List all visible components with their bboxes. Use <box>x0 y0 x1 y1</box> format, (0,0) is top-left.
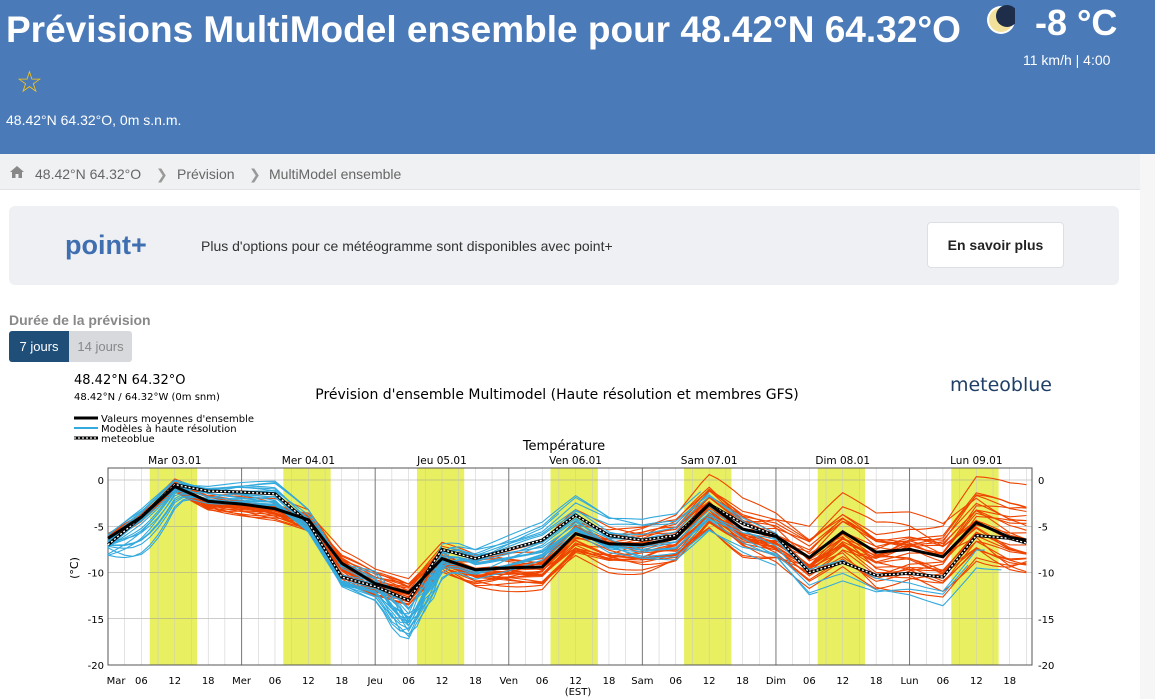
x-tick-label: 12 <box>436 676 449 687</box>
current-temperature: -8 °C <box>1035 2 1118 43</box>
scrollbar[interactable] <box>1140 154 1155 699</box>
day-label: Mer 04.01 <box>282 455 335 467</box>
y-tick-label: -5 <box>94 522 104 533</box>
home-icon[interactable] <box>10 166 24 178</box>
day-label: Jeu 05.01 <box>416 455 467 467</box>
gfs-member-line <box>107 487 1027 606</box>
x-tick-label: 18 <box>335 676 348 687</box>
day-label: Dim 08.01 <box>815 455 870 467</box>
x-tick-label: 18 <box>1003 676 1016 687</box>
page-header: Prévisions MultiModel ensemble pour 48.4… <box>0 0 1155 154</box>
x-tick-label: 06 <box>669 676 682 687</box>
daylight-band <box>283 468 331 665</box>
promo-text: Plus d'options pour ce météogramme sont … <box>201 238 613 254</box>
x-tick-label: 12 <box>836 676 849 687</box>
breadcrumb-forecast[interactable]: Prévision <box>177 166 235 182</box>
chart-sublocation: 48.42°N / 64.32°W (0m snm) <box>74 392 220 403</box>
legend-mean-label: Valeurs moyennes d'ensemble <box>101 414 254 425</box>
x-tick-label: 06 <box>536 676 549 687</box>
learn-more-button[interactable]: En savoir plus <box>927 222 1064 268</box>
tab-14-days[interactable]: 14 jours <box>69 331 132 362</box>
breadcrumb-location[interactable]: 48.42°N 64.32°O <box>35 166 142 182</box>
x-tick-label: 12 <box>569 676 582 687</box>
x-tick-label: 06 <box>803 676 816 687</box>
chart-location: 48.42°N 64.32°O <box>74 373 186 388</box>
gfs-member-line <box>107 488 1027 605</box>
meteogram-chart: 0 0 -5 -5 -10 -10 -15 -15 -20 -20 Mar 06 12 18 Mer 06 1… <box>68 373 1055 698</box>
y-tick-label: -10 <box>88 569 104 580</box>
y-tick-label-right: -10 <box>1038 569 1054 580</box>
x-tick-label: Jeu <box>366 676 382 687</box>
day-label: Ven 06.01 <box>549 455 602 467</box>
x-tick-label: 06 <box>937 676 950 687</box>
tab-7-days[interactable]: 7 jours <box>9 331 69 362</box>
gfs-member-line <box>107 485 1027 595</box>
meteoblue-logo: meteoblue <box>950 374 1052 396</box>
x-tick-label: 18 <box>202 676 215 687</box>
hires-model-line <box>107 485 985 638</box>
chevron-right-icon: ❯ <box>156 166 168 182</box>
x-tick-label: 12 <box>168 676 181 687</box>
title-text: Prévisions MultiModel ensemble pour 48.4… <box>6 9 961 50</box>
day-label: Sam 07.01 <box>681 455 738 467</box>
y-tick-label-right: 0 <box>1038 476 1044 487</box>
breadcrumb: 48.42°N 64.32°O ❯ Prévision ❯ MultiModel… <box>0 154 1140 190</box>
x-tick-label: Lun <box>901 676 919 687</box>
gfs-member-line <box>107 485 1027 600</box>
x-tick-label: Dim <box>766 676 786 687</box>
pointplus-logo: point+ <box>65 230 147 260</box>
wind-time: 11 km/h | 4:00 <box>1023 52 1111 68</box>
legend-meteoblue-label: meteoblue <box>101 434 155 445</box>
y-axis-ticks: 0 0 -5 -5 -10 -10 -15 -15 -20 -20 <box>88 476 1055 672</box>
y-tick-label-right: -5 <box>1038 522 1048 533</box>
x-tick-label: 06 <box>402 676 415 687</box>
legend-hires-label: Modèles à haute résolution <box>101 423 237 435</box>
x-axis-ticks: Mar 06 12 18 Mer 06 12 18 Jeu 06 12 18 Ven 06 12 18 Sam 0… <box>107 676 1017 687</box>
ensemble-mean-line <box>107 484 1027 595</box>
x-tick-label: 12 <box>970 676 983 687</box>
x-tick-label: 18 <box>736 676 749 687</box>
y-tick-label: 0 <box>98 476 104 487</box>
y-axis-label: (°C) <box>68 557 81 579</box>
breadcrumb-multimodel[interactable]: MultiModel ensemble <box>269 166 402 182</box>
plot-frame <box>107 467 1033 666</box>
x-tick-label: Mer <box>232 676 252 687</box>
y-tick-label: -15 <box>88 615 104 626</box>
hires-model-line <box>107 480 710 615</box>
y-tick-label: -20 <box>88 661 104 672</box>
gfs-member-line <box>107 489 1027 601</box>
day-labels: Mar 03.01 Mer 04.01 Jeu 05.01 Ven 06.01 Sam … <box>148 455 1002 467</box>
y-tick-label-right: -15 <box>1038 615 1054 626</box>
y-tick-label-right: -20 <box>1038 661 1054 672</box>
x-tick-label: 18 <box>603 676 616 687</box>
chart-title: Prévision d'ensemble Multimodel (Haute r… <box>315 387 798 403</box>
hires-model-line <box>107 499 777 635</box>
x-tick-label: Sam <box>631 676 653 687</box>
x-axis-label: (EST) <box>565 687 592 698</box>
location-coords: 48.42°N 64.32°O, 0m s.n.m. <box>6 112 182 128</box>
page-title: Prévisions MultiModel ensemble pour 48.4… <box>6 4 966 109</box>
hires-model-line <box>107 484 668 620</box>
x-tick-label: Ven <box>499 676 518 687</box>
x-tick-label: 06 <box>135 676 148 687</box>
chevron-right-icon: ❯ <box>249 166 261 182</box>
x-tick-label: Mar <box>107 676 127 687</box>
meteoblue-line-dots <box>107 483 1027 602</box>
moon-cloudy-icon <box>987 5 1015 34</box>
day-label: Mar 03.01 <box>148 455 201 467</box>
pointplus-promo: point+ Plus d'options pour ce météogramm… <box>9 206 1119 285</box>
x-tick-label: 18 <box>469 676 482 687</box>
chart-subtitle: Température <box>522 439 605 454</box>
duration-label: Durée de la prévision <box>9 312 151 328</box>
day-label: Lun 09.01 <box>950 455 1002 467</box>
x-tick-label: 12 <box>302 676 315 687</box>
x-tick-label: 12 <box>703 676 716 687</box>
current-weather[interactable]: -8 °C 11 km/h | 4:00 <box>975 0 1155 70</box>
gfs-member-line <box>107 488 1027 595</box>
x-tick-label: 18 <box>870 676 883 687</box>
x-tick-label: 06 <box>269 676 282 687</box>
star-outline-icon[interactable]: ☆ <box>16 66 43 99</box>
